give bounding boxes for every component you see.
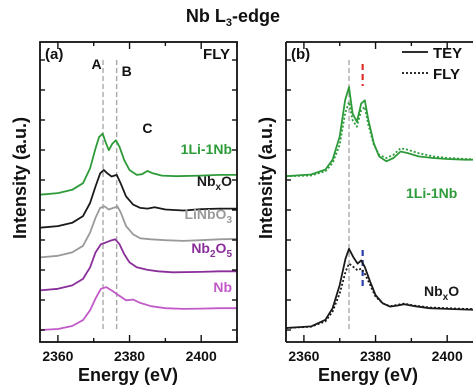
panel-a-ticks: 2360 2380 2400 <box>40 42 238 364</box>
series-line-a-nb-2o-5 <box>39 238 237 292</box>
panel-a-peak-labels: A B C <box>92 56 153 136</box>
peak-label-b: B <box>122 63 132 79</box>
panel-a-mode-label: FLY <box>203 46 230 63</box>
series-label-nb2o5: Nb2O5 <box>191 240 232 260</box>
panel-b-series <box>285 86 473 329</box>
panel-a-series <box>39 132 238 331</box>
series-label-nb: Nb <box>213 279 232 295</box>
y-axis-label-b: Intensity (a.u.) <box>256 117 276 239</box>
peak-label-a: A <box>92 56 102 72</box>
series-line-b-nb-xo-tey <box>285 247 473 329</box>
series-line-a-nb <box>39 286 237 331</box>
x-tick-label-b: 2400 <box>432 348 463 364</box>
x-tick-label-a: 2400 <box>186 348 217 364</box>
y-axis-label-a: Intensity (a.u.) <box>10 117 30 239</box>
x-axis-label-b: Energy (eV) <box>318 365 418 385</box>
x-axis-label-a: Energy (eV) <box>78 365 178 385</box>
panel-b-frame <box>285 41 473 343</box>
x-tick-label-a: 2360 <box>42 348 73 364</box>
panel-b-legend: TEY FLY <box>402 45 462 83</box>
series-label-1li-1nb: 1Li-1Nb <box>181 141 232 157</box>
panel-a-series-labels: 1Li-1Nb NbxO LiNbO3 Nb2O5 Nb <box>181 141 233 295</box>
figure-title-rest: -edge <box>232 6 280 26</box>
series-label-b-1li-1nb: 1Li-1Nb <box>406 185 457 201</box>
series-line-b-1li-1nb-fly <box>285 101 473 178</box>
panel-a-guide-lines <box>102 60 118 330</box>
x-tick-label-b: 2360 <box>288 348 319 364</box>
series-label-nbxo: NbxO <box>197 173 232 193</box>
series-line-b-1li-1nb-tey <box>285 86 473 178</box>
panel-b-label: (b) <box>291 46 310 63</box>
legend-label-fly: FLY <box>433 66 460 83</box>
panel-a: 2360 2380 2400 (a) FLY A B C 1Li-1Nb NbxO Li… <box>39 41 238 364</box>
figure-title-main: Nb L <box>186 6 226 26</box>
x-tick-label-b: 2380 <box>360 348 391 364</box>
panel-b-ticks: 2360 2380 2400 <box>286 42 463 364</box>
peak-label-c: C <box>142 120 152 136</box>
panel-a-frame <box>39 41 238 343</box>
series-label-b-nbxo: NbxO <box>424 283 459 303</box>
x-tick-label-a: 2380 <box>114 348 145 364</box>
panel-b: 2360 2380 2400 (b) TEY FLY 1Li-1Nb NbxO <box>285 41 473 364</box>
series-line-a-nb-xo <box>39 169 237 229</box>
series-line-a-linbo-3 <box>39 205 238 259</box>
series-label-linbo3: LiNbO3 <box>184 206 232 226</box>
panel-a-label: (a) <box>45 46 63 63</box>
legend-label-tey: TEY <box>433 45 462 62</box>
figure-title-subscript: 3 <box>226 17 232 29</box>
figure-title: Nb L3-edge <box>186 6 280 29</box>
series-line-a-1li-1nb <box>39 132 237 196</box>
